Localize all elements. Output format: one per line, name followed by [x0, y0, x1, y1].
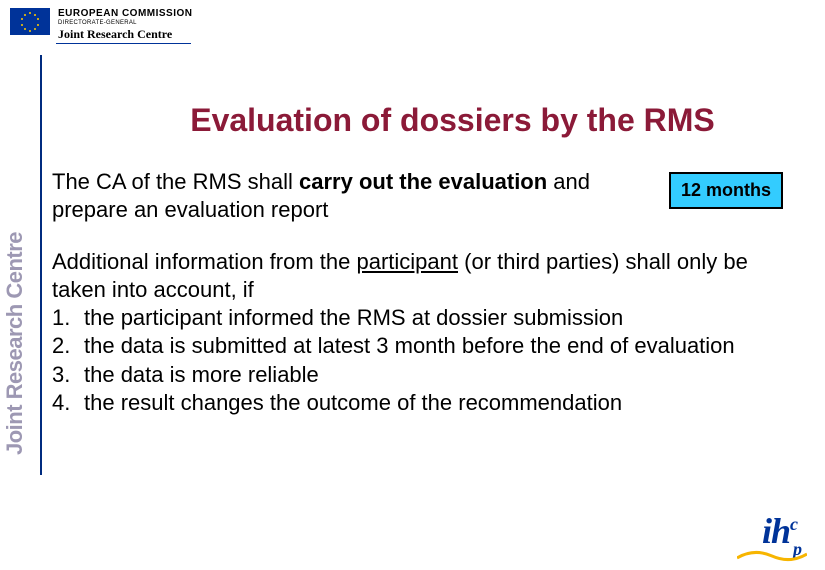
- list-item: 3.the data is more reliable: [52, 361, 795, 389]
- logo-wave-icon: [737, 550, 807, 562]
- list-text: the data is more reliable: [84, 362, 319, 387]
- list-text: the data is submitted at latest 3 month …: [84, 333, 735, 358]
- conditions-intro: Additional information from the particip…: [52, 248, 795, 304]
- conditions-list: 1.the participant informed the RMS at do…: [52, 304, 795, 417]
- header: EUROPEAN COMMISSION DIRECTORATE-GENERAL …: [10, 8, 193, 42]
- intro-pre: The CA of the RMS shall: [52, 169, 299, 194]
- header-underline: [56, 43, 191, 44]
- list-num: 3.: [52, 361, 84, 389]
- header-text: EUROPEAN COMMISSION DIRECTORATE-GENERAL …: [58, 8, 193, 42]
- duration-badge: 12 months: [669, 172, 783, 209]
- logo-text-sup: c: [790, 514, 797, 534]
- header-jrc: Joint Research Centre: [58, 27, 193, 42]
- list-num: 1.: [52, 304, 84, 332]
- list-item: 1.the participant informed the RMS at do…: [52, 304, 795, 332]
- logo-text-pre: ih: [762, 511, 790, 551]
- list-text: the participant informed the RMS at doss…: [84, 305, 623, 330]
- list-num: 2.: [52, 332, 84, 360]
- conditions-intro-pre: Additional information from the: [52, 249, 357, 274]
- header-dg: DIRECTORATE-GENERAL: [58, 20, 193, 26]
- list-text: the result changes the outcome of the re…: [84, 390, 622, 415]
- side-divider: [40, 55, 42, 475]
- conditions-intro-underline: participant: [357, 249, 459, 274]
- page-title: Evaluation of dossiers by the RMS: [120, 102, 785, 139]
- eu-flag-icon: [10, 8, 50, 35]
- header-org: EUROPEAN COMMISSION: [58, 8, 193, 19]
- side-label: Joint Research Centre: [2, 232, 28, 455]
- conditions-block: Additional information from the particip…: [52, 248, 795, 417]
- list-item: 2.the data is submitted at latest 3 mont…: [52, 332, 795, 360]
- intro-bold: carry out the evaluation: [299, 169, 547, 194]
- list-num: 4.: [52, 389, 84, 417]
- intro-paragraph: The CA of the RMS shall carry out the ev…: [52, 168, 635, 224]
- list-item: 4.the result changes the outcome of the …: [52, 389, 795, 417]
